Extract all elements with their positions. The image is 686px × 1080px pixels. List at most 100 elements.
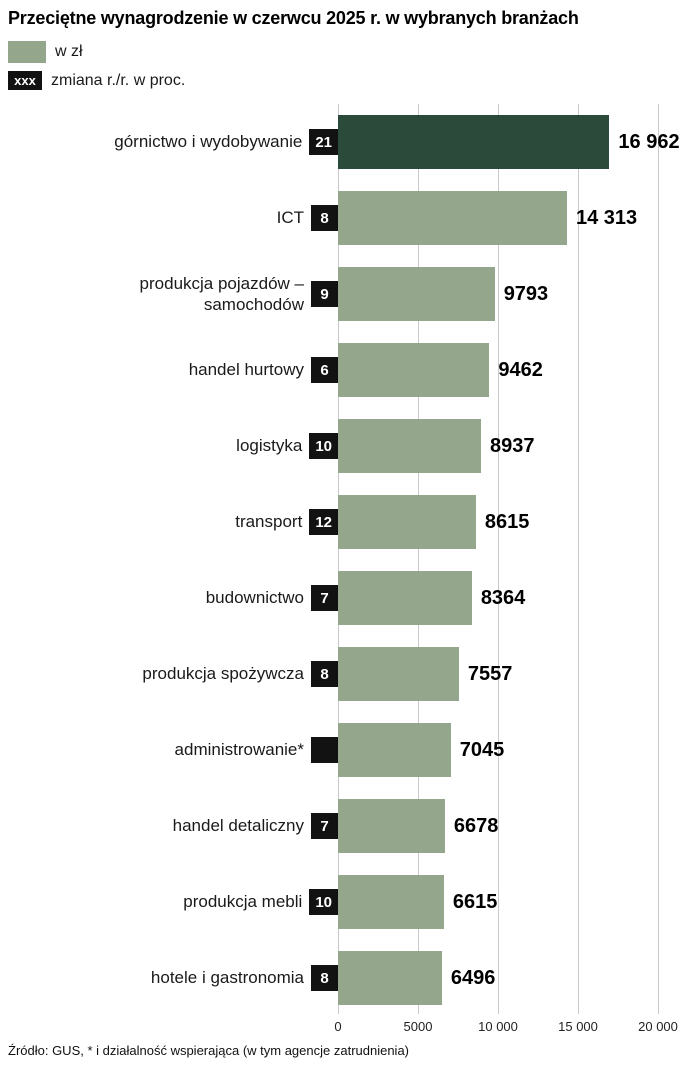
row-left: administrowanie* — [8, 737, 338, 763]
bar — [338, 723, 451, 777]
chart-title: Przeciętne wynagrodzenie w czerwcu 2025 … — [8, 8, 579, 28]
row-left: transport 12 — [8, 509, 338, 535]
bar — [338, 267, 495, 321]
change-badge: 10 — [309, 889, 338, 915]
category-label: transport — [235, 512, 303, 532]
chart-row: hotele i gastronomia 8 6496 — [8, 940, 676, 1016]
bar-area: 16 962 — [338, 115, 680, 169]
bar — [338, 571, 472, 625]
change-badge: 8 — [311, 661, 338, 687]
bar-value: 9462 — [498, 358, 543, 381]
category-label: handel detaliczny — [172, 816, 304, 836]
bar — [338, 115, 610, 169]
bar-value: 8364 — [480, 586, 526, 609]
gridline — [418, 104, 419, 1014]
legend-bar-swatch — [8, 41, 46, 63]
x-tick-label: 5000 — [403, 1019, 433, 1034]
bar-area: 8364 — [338, 571, 658, 625]
chart-row: transport 12 8615 — [8, 484, 676, 560]
source-note: Źródło: GUS, * i działalność wspierająca… — [8, 1043, 410, 1058]
category-label: ICT — [276, 208, 304, 228]
bar-value: 16 962 — [618, 130, 680, 153]
chart-row: handel detaliczny 7 6678 — [8, 788, 676, 864]
gridlines — [338, 104, 659, 1014]
chart-rows: górnictwo i wydobywanie 21 16 962 ICT 8 … — [8, 104, 680, 1016]
chart-row: budownictwo 7 8364 — [8, 560, 676, 636]
category-label: administrowanie* — [174, 740, 304, 760]
bar — [338, 191, 567, 245]
change-badge: 21 — [309, 129, 338, 155]
gridline — [338, 104, 339, 1014]
chart-row: administrowanie* 7045 — [8, 712, 676, 788]
row-left: produkcja mebli 10 — [8, 889, 338, 915]
legend: w zł xxx zmiana r./r. w proc. — [8, 41, 676, 90]
bar-chart: górnictwo i wydobywanie 21 16 962 ICT 8 … — [8, 104, 680, 1038]
bar-area: 9793 — [338, 267, 658, 321]
bar-area: 6615 — [338, 875, 658, 929]
bar — [338, 419, 481, 473]
legend-badge-row: xxx zmiana r./r. w proc. — [8, 71, 676, 90]
bar — [338, 799, 445, 853]
row-left: produkcja pojazdów – samochodów 9 — [8, 273, 338, 316]
change-badge: 6 — [311, 357, 338, 383]
change-badge: 8 — [311, 965, 338, 991]
chart-row: handel hurtowy 6 9462 — [8, 332, 676, 408]
gridline — [578, 104, 579, 1014]
legend-badge-label: zmiana r./r. w proc. — [51, 71, 186, 89]
category-label: produkcja mebli — [183, 892, 303, 912]
gridline — [658, 104, 659, 1014]
bar-area: 8615 — [338, 495, 658, 549]
x-tick-label: 10 000 — [478, 1019, 518, 1034]
row-left: handel detaliczny 7 — [8, 813, 338, 839]
bar-value: 8615 — [484, 510, 530, 533]
bar-area: 6496 — [338, 951, 658, 1005]
x-axis: 0 5000 10 000 15 000 20 000 — [334, 1016, 678, 1038]
chart-row: produkcja mebli 10 6615 — [8, 864, 676, 940]
chart-row: produkcja pojazdów – samochodów 9 9793 — [8, 256, 676, 332]
bar — [338, 647, 459, 701]
bar-value: 6496 — [450, 966, 496, 989]
category-label: produkcja pojazdów – samochodów — [139, 273, 304, 314]
row-left: ICT 8 — [8, 205, 338, 231]
bar-value: 6678 — [453, 814, 499, 837]
bar-area: 7557 — [338, 647, 658, 701]
row-left: logistyka 10 — [8, 433, 338, 459]
change-badge: 7 — [311, 813, 338, 839]
category-label: produkcja spożywcza — [142, 664, 304, 684]
chart-row: górnictwo i wydobywanie 21 16 962 — [8, 104, 680, 180]
change-badge: 9 — [311, 281, 338, 307]
bar-area: 8937 — [338, 419, 658, 473]
change-badge: 10 — [309, 433, 338, 459]
gridline — [498, 104, 499, 1014]
chart-row: ICT 8 14 313 — [8, 180, 676, 256]
row-left: budownictwo 7 — [8, 585, 338, 611]
bar — [338, 875, 444, 929]
bar — [338, 951, 442, 1005]
legend-bar-label: w zł — [55, 43, 83, 60]
row-left: handel hurtowy 6 — [8, 357, 338, 383]
x-tick-label: 20 000 — [638, 1019, 678, 1034]
category-label: budownictwo — [205, 588, 304, 608]
legend-badge-swatch: xxx — [8, 71, 42, 90]
category-label: hotele i gastronomia — [150, 968, 304, 988]
bar-value: 7045 — [459, 738, 505, 761]
bar-value: 14 313 — [576, 206, 638, 229]
category-label: górnictwo i wydobywanie — [114, 132, 303, 152]
x-tick-label: 0 — [334, 1019, 342, 1034]
category-label: handel hurtowy — [188, 360, 304, 380]
bar — [338, 495, 476, 549]
bar-value: 8937 — [489, 434, 535, 457]
change-badge: 8 — [311, 205, 338, 231]
bar-area: 9462 — [338, 343, 658, 397]
row-left: hotele i gastronomia 8 — [8, 965, 338, 991]
bar-value: 6615 — [452, 890, 498, 913]
chart-row: produkcja spożywcza 8 7557 — [8, 636, 676, 712]
x-tick-label: 15 000 — [558, 1019, 598, 1034]
change-badge: 7 — [311, 585, 338, 611]
category-label: logistyka — [236, 436, 303, 456]
change-badge: 12 — [309, 509, 338, 535]
change-badge — [311, 737, 338, 763]
legend-bar-row: w zł — [8, 41, 676, 63]
chart-row: logistyka 10 8937 — [8, 408, 676, 484]
